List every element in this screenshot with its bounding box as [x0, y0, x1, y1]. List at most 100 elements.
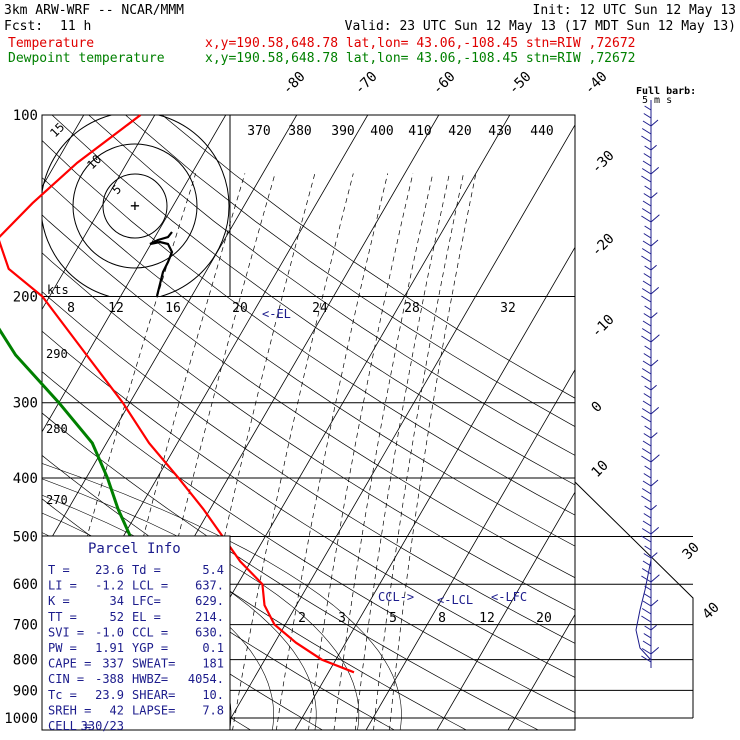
el-marker: <-EL — [262, 307, 291, 321]
wind-barb — [642, 240, 652, 247]
lcl-marker: <-LCL — [437, 593, 473, 607]
temperature-profile — [0, 114, 355, 674]
parcel-info-cell: -1.2 — [95, 579, 124, 593]
valid-time: Valid: 23 UTC Sun 12 May 13 (17 MDT Sun … — [345, 19, 736, 34]
pressure-label-400: 400 — [13, 471, 38, 487]
isotherm — [42, 115, 156, 311]
pressure-label-800: 800 — [13, 653, 38, 669]
wind-barb — [642, 600, 652, 607]
wind-barb — [641, 288, 652, 295]
hodograph: + 5 10 15 kts — [42, 115, 231, 297]
wind-barb — [644, 305, 652, 311]
wind-barb — [643, 313, 652, 319]
wind-barb — [641, 128, 652, 135]
theta-label: 440 — [530, 124, 553, 139]
theta-label: 420 — [448, 124, 471, 139]
ccl-marker: CCL-> — [378, 590, 414, 604]
isotherm — [42, 115, 227, 433]
isotherm-label: 10 — [589, 458, 612, 481]
wind-barb — [650, 599, 659, 607]
mixing-ratio-label-bottom: 12 — [479, 611, 495, 626]
wind-barb — [641, 528, 652, 535]
wind-barb — [641, 608, 652, 615]
pressure-label-500: 500 — [13, 529, 38, 545]
wind-barb — [642, 160, 652, 167]
wind-barb — [650, 384, 657, 391]
wind-barb — [642, 640, 652, 647]
wind-barb — [644, 385, 652, 391]
parcel-info-cell: 5.4 — [202, 563, 224, 577]
wind-barb — [641, 168, 652, 175]
dry-adiabat — [125, 115, 575, 427]
isotherm-label: -40 — [582, 69, 611, 98]
theta-label: 400 — [370, 124, 393, 139]
dry-adiabat — [42, 371, 575, 713]
wind-barb — [641, 575, 652, 583]
parcel-info-cell: 34 — [110, 594, 124, 608]
wind-barb-panel — [635, 100, 660, 668]
hodograph-center: + — [130, 196, 140, 215]
parcel-info-cell: 42 — [110, 703, 124, 717]
parcel-info-cell: PW = — [48, 641, 77, 655]
pressure-label-200: 200 — [13, 290, 38, 306]
isotherm — [42, 115, 298, 556]
wind-barb — [641, 255, 652, 263]
wind-panel-frame — [574, 481, 694, 718]
parcel-info-cell: 630. — [195, 625, 224, 639]
dry-adiabat — [42, 330, 575, 678]
isotherm — [365, 368, 575, 730]
wind-barb — [643, 513, 652, 519]
wind-barb — [642, 120, 652, 127]
wind-barb — [650, 552, 658, 559]
parcel-info-cell: SREH = — [48, 703, 91, 717]
isotherm-label: -80 — [280, 69, 309, 98]
wind-barb — [650, 287, 660, 295]
wind-barb — [644, 465, 652, 471]
parcel-info-cell: Tc = — [48, 688, 77, 702]
wind-barb — [650, 312, 658, 319]
parcel-info-cell: 330/23 — [81, 719, 124, 733]
mixing-ratio-label-bottom: 20 — [536, 611, 552, 626]
dry-adiabat — [42, 214, 575, 579]
wind-barb — [643, 193, 652, 199]
wind-barb — [644, 145, 652, 151]
wind-barb — [642, 280, 652, 287]
mixing-ratio-label: 20 — [232, 301, 248, 316]
header: 3km ARW-WRF -- NCAR/MMM Init: 12 UTC Sun… — [4, 3, 736, 66]
mixing-ratio-line — [275, 173, 389, 730]
wind-barb — [650, 504, 657, 511]
wind-barb — [643, 593, 652, 599]
pressure-label-300: 300 — [13, 396, 38, 412]
wind-barb — [643, 273, 652, 279]
wind-barb — [635, 559, 652, 661]
wind-barb — [641, 375, 652, 383]
isotherm — [223, 124, 575, 730]
parcel-info-cell: LAPSE= — [132, 703, 175, 717]
mixing-ratio-label: 12 — [108, 301, 124, 316]
parcel-info-cell: 337 — [102, 657, 124, 671]
wind-barb — [650, 479, 659, 487]
parcel-info-cell: -1.0 — [95, 625, 124, 639]
theta-e-label: 290 — [46, 347, 68, 361]
mixing-ratio-line — [232, 173, 354, 730]
pressure-label-900: 900 — [13, 683, 38, 699]
full-barb-label: Full barb: — [636, 86, 696, 97]
theta-e-label: 280 — [46, 422, 68, 436]
wind-barb — [650, 407, 660, 415]
parcel-info-cell: 0.1 — [202, 641, 224, 655]
mixing-ratio-label-bottom: 3 — [338, 611, 346, 626]
wind-speed-label: 30 — [680, 540, 703, 563]
parcel-info-cell: SVI = — [48, 625, 84, 639]
parcel-info-cell: Td = — [132, 563, 161, 577]
wind-barb — [641, 175, 652, 183]
parcel-info-box: Parcel Info T = 23.6 Td = 5.4 LI = -1.2 LCL = 6… — [41, 535, 231, 733]
wind-barb — [644, 625, 652, 631]
isotherm — [436, 491, 575, 730]
wind-barb — [650, 432, 658, 439]
dry-adiabat — [42, 412, 540, 730]
dry-adiabat — [42, 252, 575, 611]
parcel-info-cell: 10. — [202, 688, 224, 702]
dry-adiabat — [88, 115, 575, 456]
mixing-ratio-line — [389, 173, 477, 730]
isotherm-label: 0 — [589, 399, 606, 416]
